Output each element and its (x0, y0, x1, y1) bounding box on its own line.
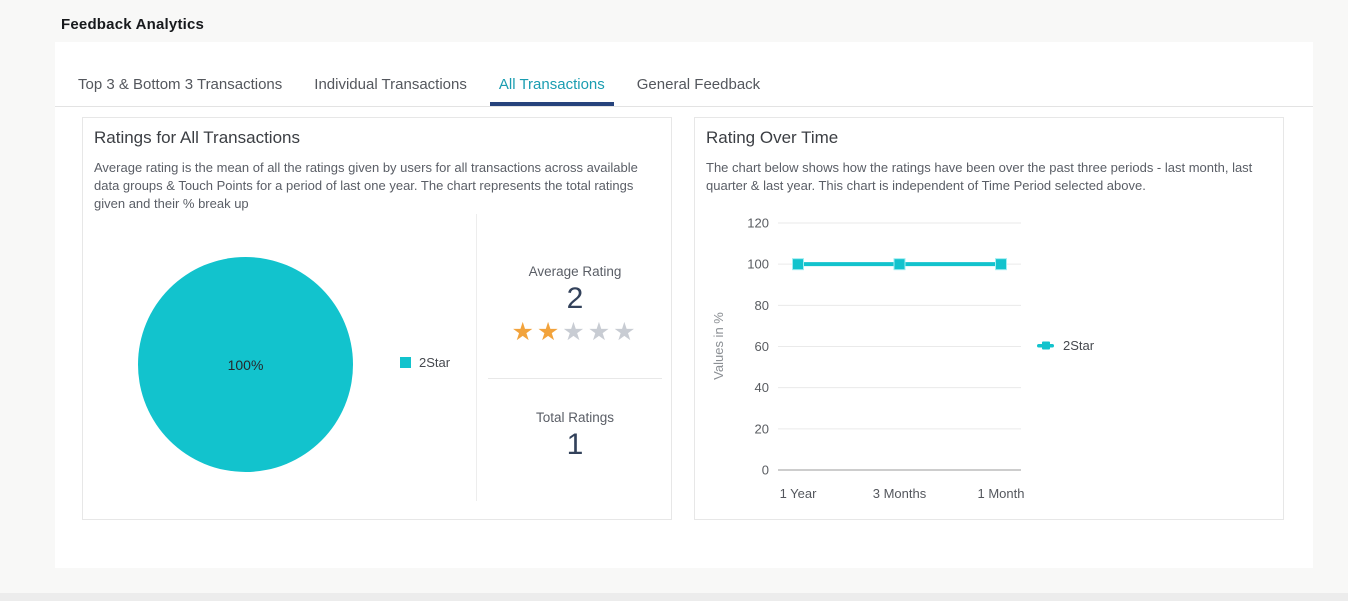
svg-text:1 Month: 1 Month (978, 486, 1025, 501)
pie-legend[interactable]: 2Star (400, 355, 450, 370)
star-rating-icons: ★★★★★ (477, 318, 673, 346)
star-icon: ★ (587, 318, 614, 346)
pie-slice-label: 100% (227, 356, 264, 373)
svg-text:1 Year: 1 Year (780, 486, 818, 501)
average-rating-value: 2 (566, 282, 584, 315)
panels-row: Ratings for All Transactions Average rat… (82, 117, 1284, 520)
svg-text:3 Months: 3 Months (873, 486, 927, 501)
svg-text:120: 120 (747, 216, 769, 231)
content-card: Top 3 & Bottom 3 Transactions Individual … (55, 42, 1313, 568)
line-chart[interactable]: 120 100 80 60 40 20 0 1 Year 3 Months 1 Month Valu… (695, 213, 1033, 513)
rating-over-time-description: The chart below shows how the ratings ha… (706, 160, 1253, 193)
tab-bar: Top 3 & Bottom 3 Transactions Individual … (55, 42, 1313, 107)
horizontal-divider (488, 378, 662, 379)
footer-strip (0, 593, 1348, 601)
rating-over-time-panel: Rating Over Time The chart below shows h… (694, 117, 1284, 520)
pie-chart[interactable]: 100% (138, 257, 353, 472)
ratings-panel: Ratings for All Transactions Average rat… (82, 117, 672, 520)
page-title: Feedback Analytics (61, 16, 205, 33)
legend-swatch-icon (400, 357, 411, 368)
svg-text:80: 80 (755, 298, 769, 313)
star-icon: ★ (562, 318, 588, 346)
total-ratings-stat: Total Ratings 1 (477, 410, 673, 462)
ratings-panel-title: Ratings for All Transactions (94, 128, 300, 147)
star-icon: ★ (511, 318, 537, 346)
line-chart-legend[interactable]: 2Star (1037, 338, 1094, 353)
star-icon: ★ (613, 318, 639, 346)
line-legend-label: 2Star (1063, 338, 1095, 353)
svg-text:20: 20 (755, 421, 769, 436)
tab-individual-transactions[interactable]: Individual Transactions (314, 76, 467, 93)
total-ratings-value: 1 (566, 428, 584, 461)
tab-general-feedback[interactable]: General Feedback (636, 76, 761, 93)
svg-text:Values in %: Values in % (711, 312, 726, 380)
star-icon: ★ (536, 318, 563, 346)
svg-text:0: 0 (762, 463, 769, 478)
svg-text:40: 40 (755, 380, 769, 395)
line-series-marker-icon (1037, 341, 1054, 350)
rating-over-time-title: Rating Over Time (706, 128, 839, 147)
svg-text:100: 100 (747, 257, 769, 272)
tab-all-transactions[interactable]: All Transactions (490, 42, 614, 106)
average-rating-stat: Average Rating 2 ★★★★★ (477, 264, 673, 346)
average-rating-label: Average Rating (528, 264, 622, 279)
vertical-divider (476, 214, 477, 501)
total-ratings-label: Total Ratings (535, 410, 615, 425)
ratings-panel-description: Average rating is the mean of all the ra… (94, 160, 638, 211)
pie-legend-label: 2Star (419, 355, 451, 370)
svg-text:60: 60 (755, 339, 769, 354)
tab-top-3-bottom-3-transactions[interactable]: Top 3 & Bottom 3 Transactions (78, 76, 283, 93)
